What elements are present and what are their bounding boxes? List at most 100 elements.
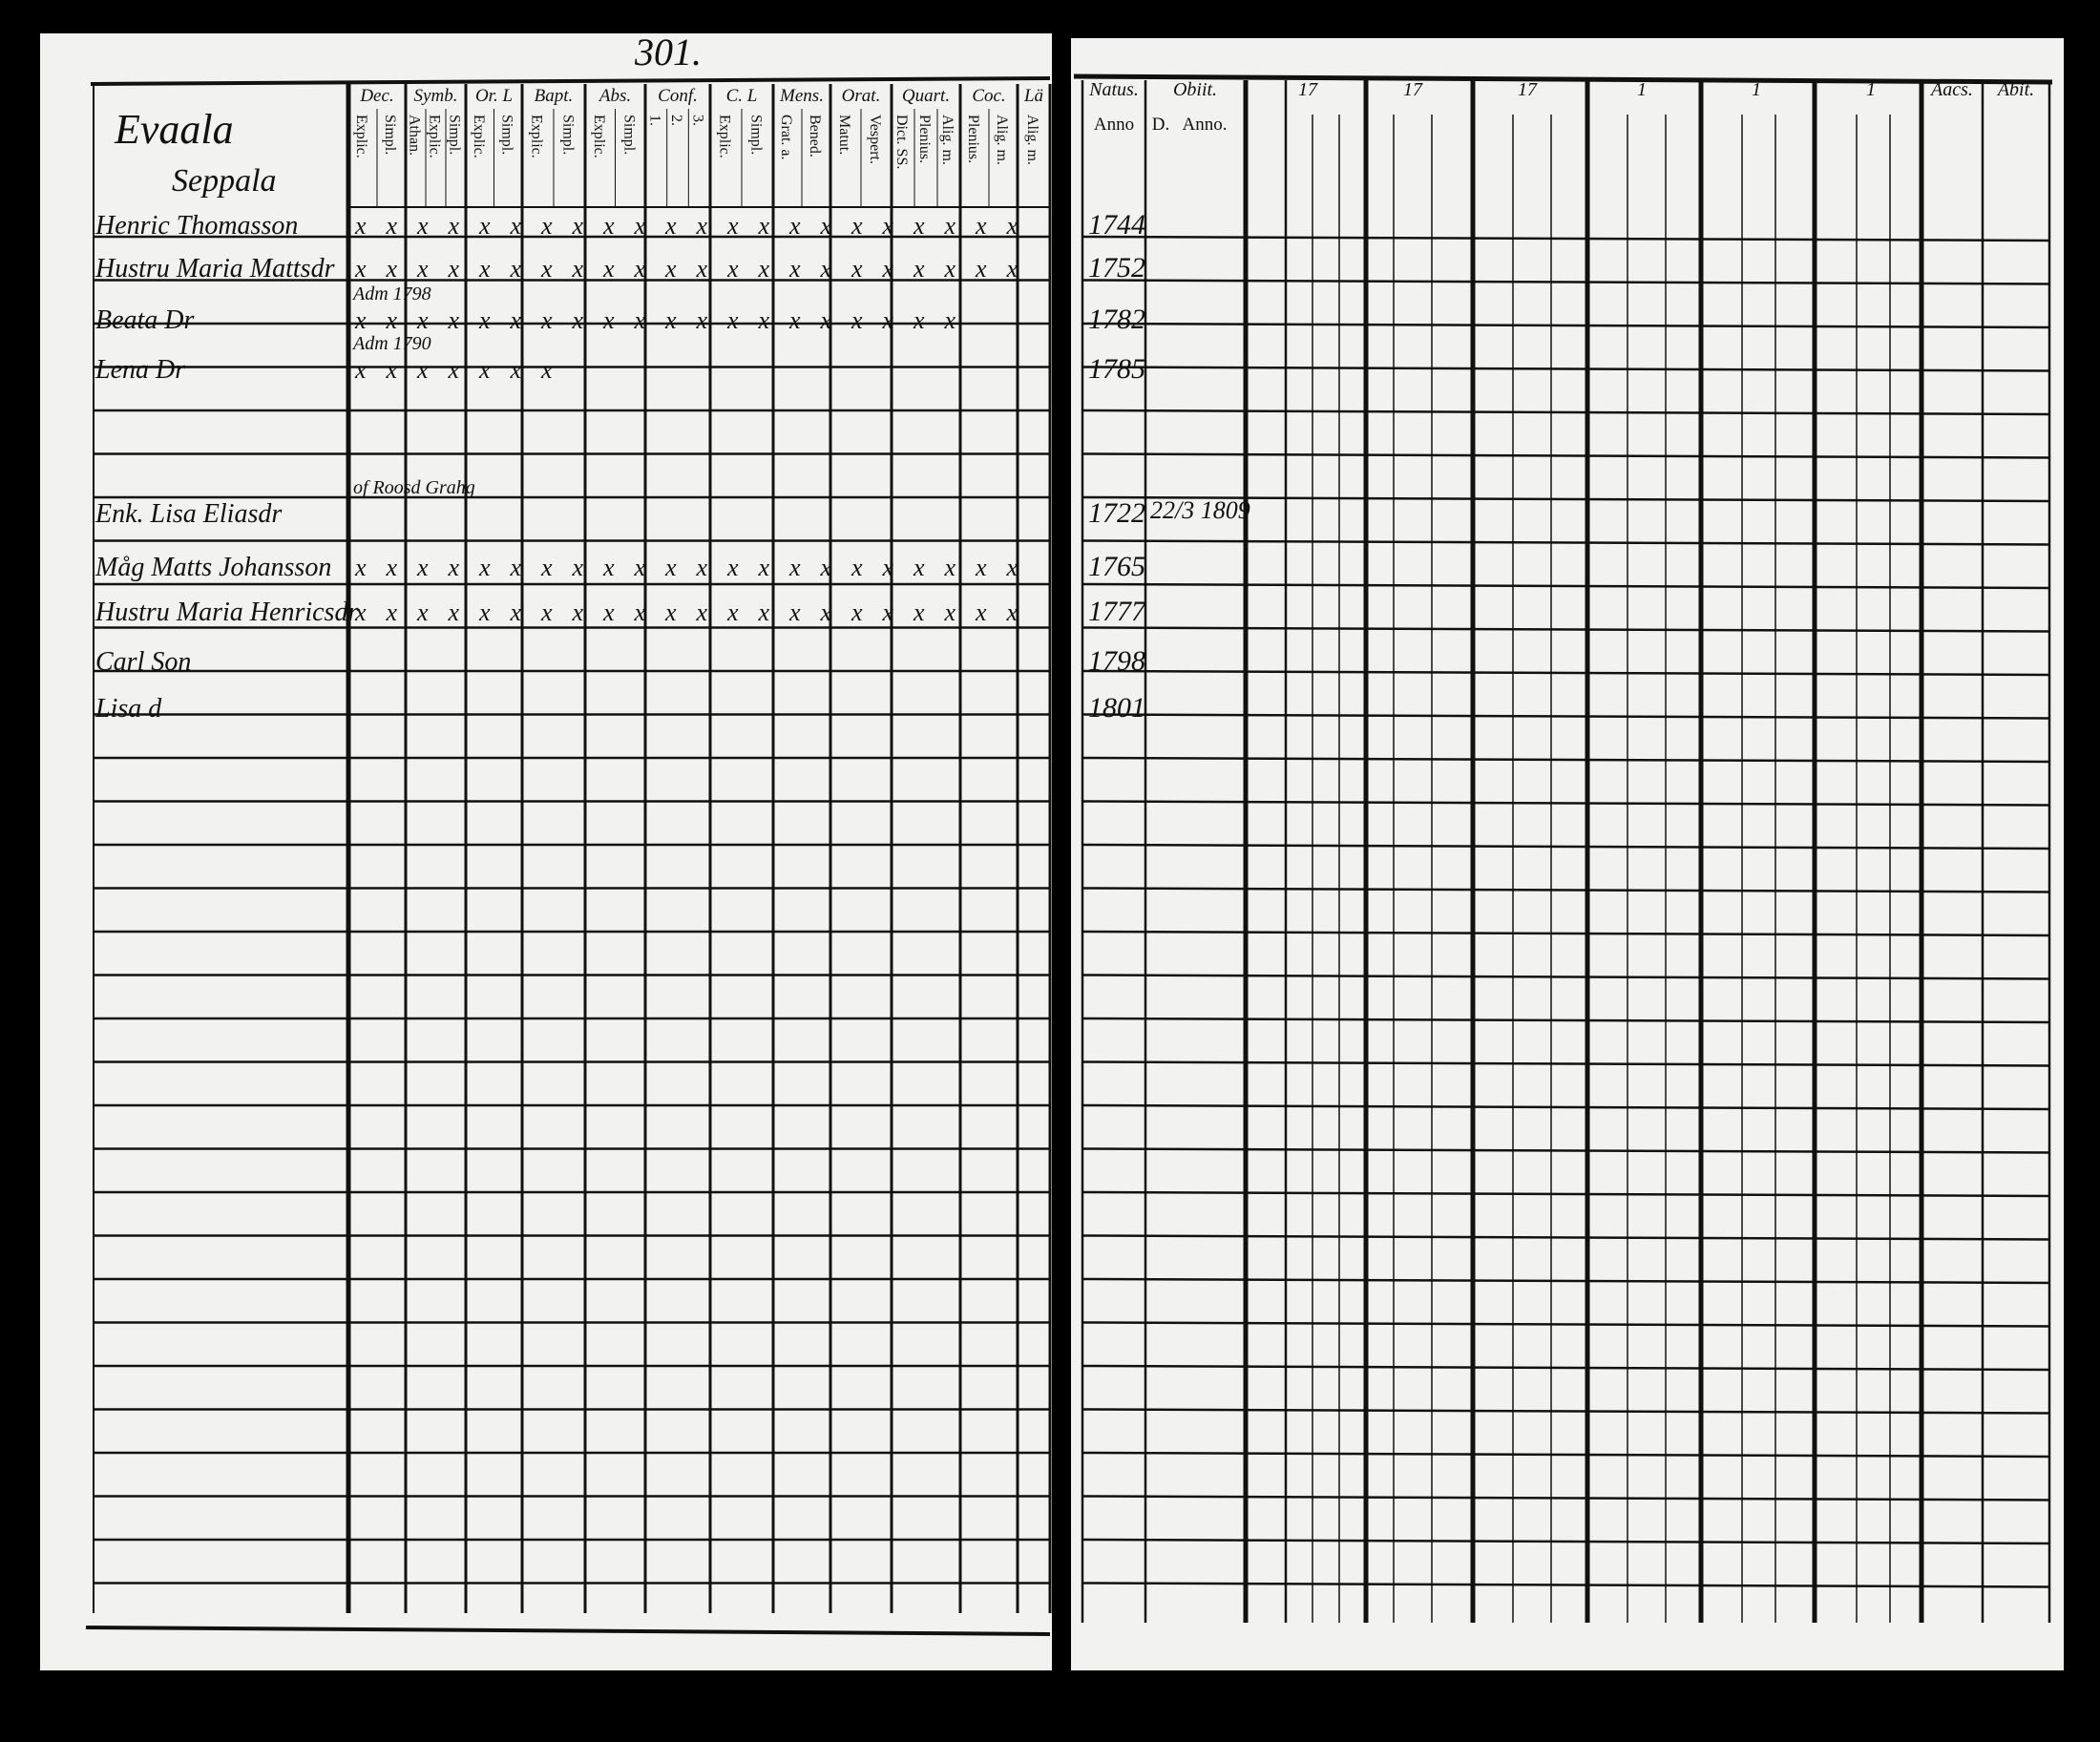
mark: x (944, 212, 956, 240)
mark: x (448, 212, 460, 240)
mark: x (726, 554, 739, 581)
person-name: Hustru Maria Henricsdr (94, 598, 358, 627)
person-name: Enk. Lisa Eliasdr (94, 499, 282, 529)
mark: x (448, 356, 460, 384)
rule (1082, 1190, 2050, 1198)
mark: x (386, 356, 398, 384)
person-name: Beata Dr (95, 305, 195, 335)
rule (1082, 1408, 2050, 1415)
column-header: 17 (1298, 79, 1318, 100)
column-subheader: Simpl. (748, 115, 765, 155)
mark: x (696, 598, 708, 626)
column-header: Abit. (1996, 79, 2034, 100)
place-name: Evaala (114, 106, 234, 153)
mark: x (664, 306, 677, 334)
mark: x (882, 212, 894, 240)
mark: x (664, 598, 677, 626)
mark: x (386, 554, 398, 581)
column-subheader: Vespert. (867, 115, 883, 164)
mark: x (354, 554, 367, 581)
mark: x (1006, 598, 1018, 626)
mark: x (416, 598, 429, 626)
column-header: C. L (726, 86, 758, 106)
mark: x (944, 255, 956, 283)
mark: x (572, 598, 584, 626)
mark: x (850, 554, 863, 581)
mark: x (448, 554, 460, 581)
mark: x (602, 255, 615, 283)
column-header: Natus. (1088, 79, 1139, 100)
mark: x (354, 356, 367, 384)
mark: x (820, 306, 832, 334)
column-subheader: Explic. (427, 115, 443, 158)
column-subheader: Simpl. (447, 115, 463, 155)
mark: x (540, 212, 553, 240)
column-subheader: Alig. m. (994, 115, 1010, 165)
mark: x (820, 255, 832, 283)
column-subheader: Plenius. (916, 115, 933, 163)
rule (1082, 1582, 2050, 1588)
rule (1082, 1538, 2050, 1545)
rule (1082, 1321, 2050, 1328)
mark: x (602, 306, 615, 334)
mark: x (944, 554, 956, 581)
mark: x (944, 598, 956, 626)
mark: x (572, 255, 584, 283)
mark: x (975, 554, 987, 581)
mark: x (354, 598, 367, 626)
mark: x (634, 212, 646, 240)
mark: x (478, 255, 491, 283)
birth-year: 1785 (1088, 353, 1145, 385)
mark: x (726, 212, 739, 240)
rule (1082, 1060, 2050, 1067)
mark: x (540, 255, 553, 283)
mark: x (726, 306, 739, 334)
column-header: Obiit. (1173, 79, 1217, 100)
mark: x (1006, 554, 1018, 581)
mark: x (416, 306, 429, 334)
rule (1082, 1451, 2050, 1459)
column-subheader: Explic. (471, 115, 487, 158)
column-header: Abs. (598, 86, 631, 106)
mark: x (386, 598, 398, 626)
person-name: Lisa d (94, 694, 162, 724)
mark: x (850, 598, 863, 626)
rule (1082, 409, 2050, 416)
mark: x (448, 598, 460, 626)
rule (1082, 1364, 2050, 1372)
left-page (40, 33, 1052, 1670)
mark: x (944, 306, 956, 334)
person-name: Henric Thomasson (94, 211, 298, 241)
note: Adm 1798 (351, 283, 431, 304)
column-header: Orat. (842, 86, 881, 106)
mark: x (386, 212, 398, 240)
mark: x (354, 255, 367, 283)
column-header: Aacs. (1929, 79, 1973, 100)
mark: x (850, 212, 863, 240)
column-header: Lä (1023, 86, 1043, 106)
right-page (1071, 38, 2064, 1670)
mark: x (416, 255, 429, 283)
rule (90, 76, 1051, 86)
death-date: 22/3 1809 (1150, 496, 1250, 524)
column-header: Mens. (779, 86, 824, 106)
mark: x (696, 212, 708, 240)
rule (1082, 756, 2050, 764)
rule (1082, 1147, 2050, 1154)
mark: x (788, 598, 801, 626)
column-subheader: Anno (1094, 115, 1134, 135)
mark: x (820, 212, 832, 240)
mark: x (572, 212, 584, 240)
column-header: 1 (1752, 79, 1761, 100)
column-header: 17 (1518, 79, 1538, 100)
column-subheader: Alig. m. (939, 115, 956, 165)
mark: x (540, 554, 553, 581)
mark: x (540, 598, 553, 626)
mark: x (478, 554, 491, 581)
mark: x (788, 255, 801, 283)
rule (1082, 539, 2050, 546)
rule (1082, 1277, 2050, 1285)
rule (1082, 669, 2050, 677)
